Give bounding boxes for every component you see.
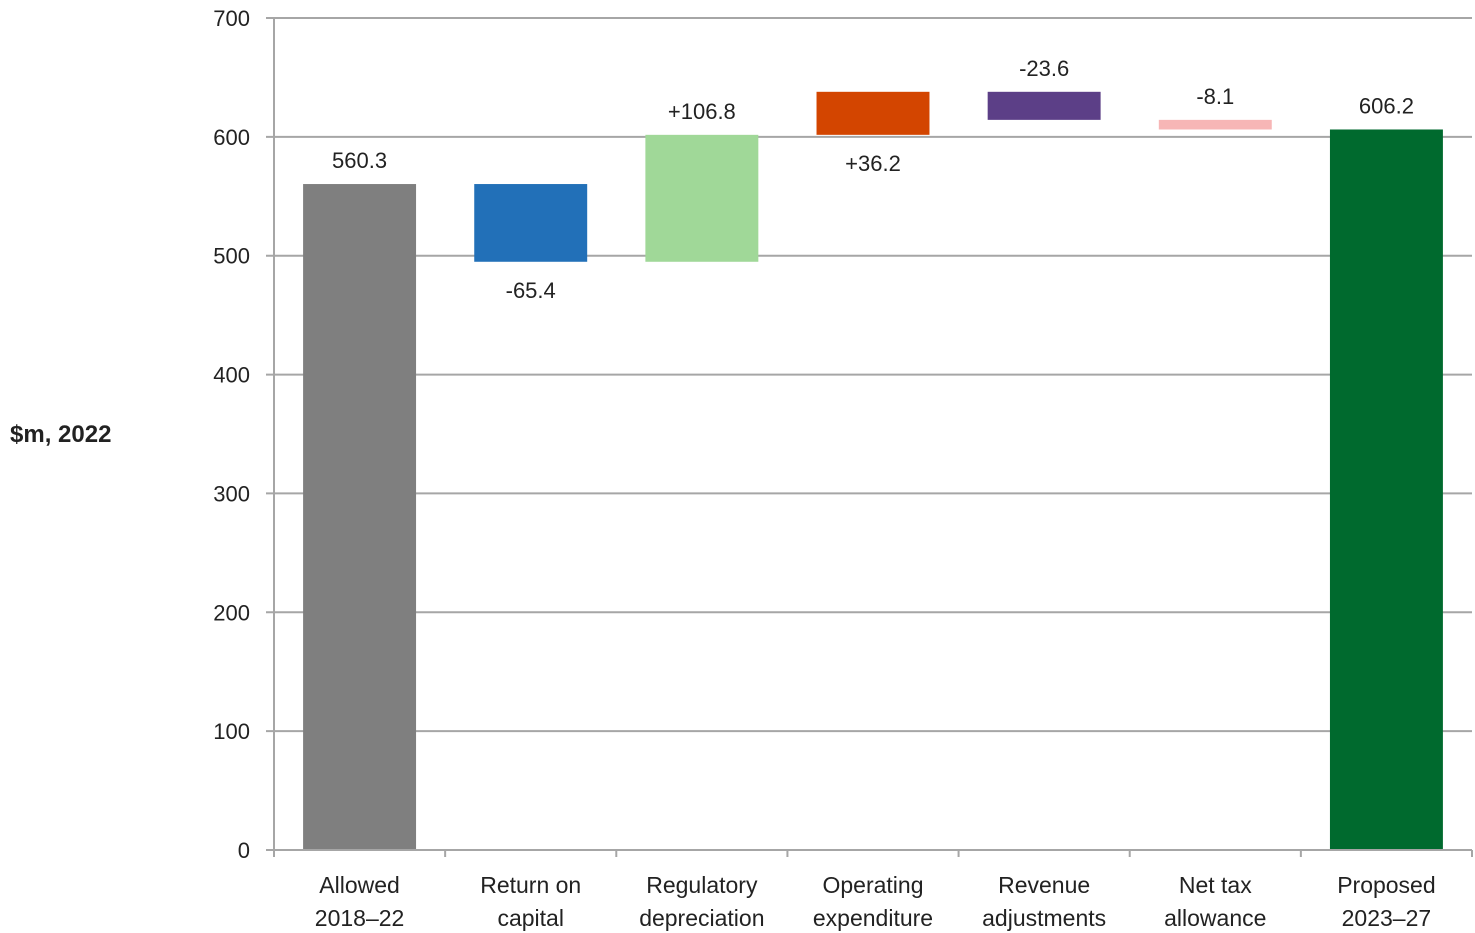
gridlines <box>266 17 1472 733</box>
data-label: +106.8 <box>668 99 736 124</box>
y-tick-label: 500 <box>213 244 250 269</box>
bar-change <box>987 91 1101 120</box>
data-labels: 560.3 -65.4 +106.8 +36.2 -23.6 -8.1 606.2 <box>332 56 1414 303</box>
x-tick-label: depreciation <box>639 905 764 931</box>
bar-total <box>1329 129 1443 850</box>
x-category-labels: Allowed 2018–22 Return on capital Regulatory… <box>315 872 1436 931</box>
y-tick-label: 300 <box>213 481 250 506</box>
bar-change <box>1158 119 1272 130</box>
x-tick-label: capital <box>497 905 563 931</box>
x-tick-label: Net tax <box>1179 872 1252 898</box>
y-tick-label: 100 <box>213 719 250 744</box>
x-tick-label: Return on <box>480 872 581 898</box>
x-tick-label: Revenue <box>998 872 1090 898</box>
y-tick-labels: 0 100 200 300 400 500 600 700 <box>213 6 250 863</box>
bar-change <box>645 134 759 262</box>
y-tick-label: 400 <box>213 363 250 388</box>
x-tick-label: expenditure <box>813 905 933 931</box>
y-tick-label: 0 <box>238 838 250 863</box>
x-tick-label: adjustments <box>982 905 1106 931</box>
x-tick-label: Operating <box>822 872 923 898</box>
data-label: -8.1 <box>1196 84 1234 109</box>
data-label: +36.2 <box>845 151 901 176</box>
bar-total <box>303 184 417 850</box>
x-tick-label: 2018–22 <box>315 905 405 931</box>
y-tick-label: 200 <box>213 600 250 625</box>
bars <box>303 91 1443 850</box>
data-label: 560.3 <box>332 148 387 173</box>
data-label: -23.6 <box>1019 56 1069 81</box>
axes <box>266 18 1473 857</box>
x-tick-label: Regulatory <box>646 872 758 898</box>
bar-change <box>816 91 930 135</box>
x-tick-label: allowance <box>1164 905 1266 931</box>
x-tick-label: Allowed <box>319 872 400 898</box>
data-label: 606.2 <box>1359 93 1414 118</box>
bar-change <box>474 184 588 262</box>
x-tick-label: 2023–27 <box>1342 905 1432 931</box>
y-tick-label: 600 <box>213 125 250 150</box>
y-tick-label: 700 <box>213 6 250 31</box>
y-axis-title: $m, 2022 <box>10 421 111 448</box>
data-label: -65.4 <box>506 278 556 303</box>
x-tick-label: Proposed <box>1337 872 1435 898</box>
